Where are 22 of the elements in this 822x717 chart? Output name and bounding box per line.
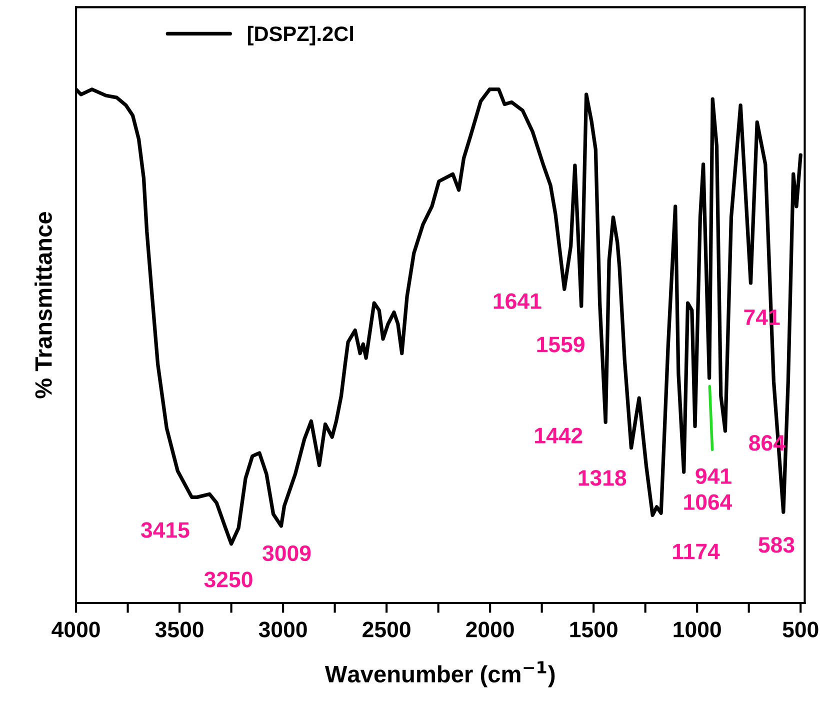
annotation: 1442 (535, 428, 582, 444)
x-tick-label: 3000 (258, 622, 307, 638)
annotation: 1064 (684, 494, 732, 510)
x-tick-label: 4000 (52, 622, 100, 638)
annotation: 1641 (494, 293, 542, 310)
annotation: 1559 (537, 336, 584, 352)
annotation: 941 (696, 468, 732, 484)
annotation: 1174 (673, 544, 720, 560)
x-axis-title: Wavenumber (cm$^{−1}$) (324, 661, 555, 688)
legend-label: [DSPZ].2Cl (248, 26, 353, 46)
x-tick-label: 500 (782, 622, 818, 638)
annotation: 3415 (140, 522, 190, 538)
x-tick-label: 1000 (674, 622, 721, 638)
annotation: 3009 (262, 545, 311, 562)
x-tick-label: 1500 (570, 622, 618, 638)
x-tick-label: 3500 (155, 622, 204, 638)
annotation: 3250 (204, 572, 252, 588)
x-tick-label: 2000 (466, 622, 514, 638)
annotation: 583 (758, 537, 794, 553)
x-tick-label: 2500 (362, 622, 410, 638)
y-axis-title: % Transmittance (34, 212, 52, 398)
annotation: 1318 (578, 470, 626, 486)
